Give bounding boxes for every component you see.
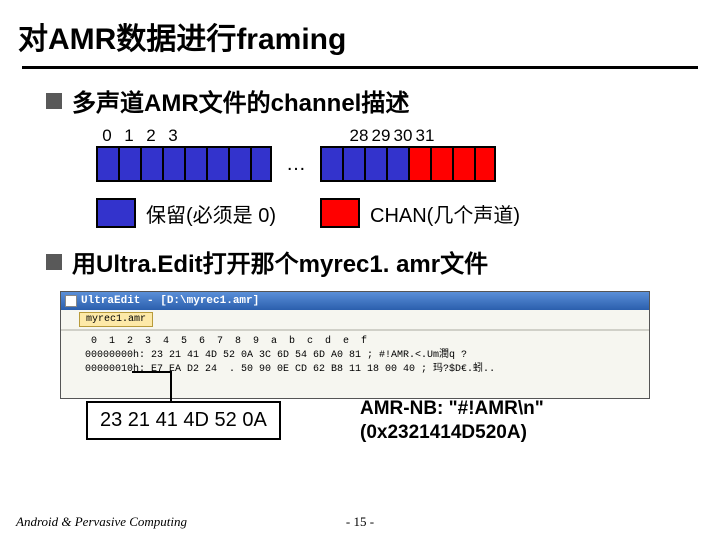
bullet-1-text: 多声道AMR文件的channel描述 — [72, 83, 409, 118]
bullet-square-icon — [46, 254, 62, 270]
bit-box-blue — [96, 146, 118, 182]
hex-section: UltraEdit - [D:\myrec1.amr] myrec1.amr 0… — [0, 291, 720, 451]
hex-line-1: 00000000h: 23 21 41 4D 52 0A 3C 6D 54 6D… — [85, 350, 467, 361]
bit-box-blue — [228, 146, 250, 182]
bit-box-red — [452, 146, 474, 182]
bit-box-red — [408, 146, 430, 182]
ultraedit-title-text: UltraEdit - [D:\myrec1.amr] — [81, 295, 259, 307]
slide-title: 对AMR数据进行framing — [0, 0, 720, 62]
bullet-2-text: 用Ultra.Edit打开那个myrec1. amr文件 — [72, 244, 488, 279]
bit-label-29: 29 — [370, 126, 392, 146]
footer-page: - 15 - — [346, 514, 374, 530]
bit-box-blue — [386, 146, 408, 182]
legend-chan: CHAN(几个声道) — [370, 199, 520, 228]
legend-box-reserved — [96, 198, 136, 228]
bit-label-30: 30 — [392, 126, 414, 146]
title-underline — [22, 66, 698, 69]
ultraedit-window: UltraEdit - [D:\myrec1.amr] myrec1.amr 0… — [60, 291, 650, 399]
bit-label-31: 31 — [414, 126, 436, 146]
ultraedit-titlebar: UltraEdit - [D:\myrec1.amr] — [61, 292, 649, 310]
bit-label-2: 2 — [140, 126, 162, 146]
ellipsis: … — [272, 153, 320, 176]
bit-labels: 0 1 2 3 28 29 30 31 — [96, 124, 720, 146]
footer-left: Android & Pervasive Computing — [16, 514, 187, 530]
bullet-2: 用Ultra.Edit打开那个myrec1. amr文件 — [0, 244, 720, 279]
doc-icon — [65, 295, 77, 307]
bit-label-1: 1 — [118, 126, 140, 146]
callout-hex-bytes: 23 21 41 4D 52 0A — [86, 401, 281, 440]
bit-boxes: … — [96, 146, 720, 182]
bit-box-blue — [250, 146, 272, 182]
slide-footer: Android & Pervasive Computing - 15 - — [16, 514, 704, 530]
amr-nb-line1: AMR-NB: "#!AMR\n" — [360, 397, 544, 421]
bit-label-28: 28 — [348, 126, 370, 146]
bit-box-blue — [364, 146, 386, 182]
bullet-1: 多声道AMR文件的channel描述 — [0, 83, 720, 118]
bit-box-blue — [342, 146, 364, 182]
hex-line-2: 00000010h: E7 EA D2 24 . 50 90 0E CD 62 … — [85, 364, 495, 375]
bit-box-blue — [206, 146, 228, 182]
bit-box-red — [430, 146, 452, 182]
legend-box-chan — [320, 198, 360, 228]
ultraedit-tab-row: myrec1.amr — [79, 312, 649, 327]
bit-label-3: 3 — [162, 126, 184, 146]
amr-nb-note: AMR-NB: "#!AMR\n" (0x2321414D520A) — [360, 397, 544, 445]
hex-header: 0 1 2 3 4 5 6 7 8 9 a b c d e f — [85, 336, 367, 347]
bit-box-blue — [320, 146, 342, 182]
bit-box-blue — [184, 146, 206, 182]
bit-diagram: 0 1 2 3 28 29 30 31 … — [0, 124, 720, 182]
bit-box-blue — [162, 146, 184, 182]
bit-box-red — [474, 146, 496, 182]
legend-reserved: 保留(必须是 0) — [146, 199, 276, 228]
callout-connector — [170, 373, 172, 403]
bit-box-blue — [118, 146, 140, 182]
amr-nb-line2: (0x2321414D520A) — [360, 421, 544, 445]
legend: 保留(必须是 0) CHAN(几个声道) — [0, 198, 720, 228]
bullet-square-icon — [46, 93, 62, 109]
ultraedit-tab: myrec1.amr — [79, 312, 153, 327]
bit-box-blue — [140, 146, 162, 182]
bit-label-0: 0 — [96, 126, 118, 146]
